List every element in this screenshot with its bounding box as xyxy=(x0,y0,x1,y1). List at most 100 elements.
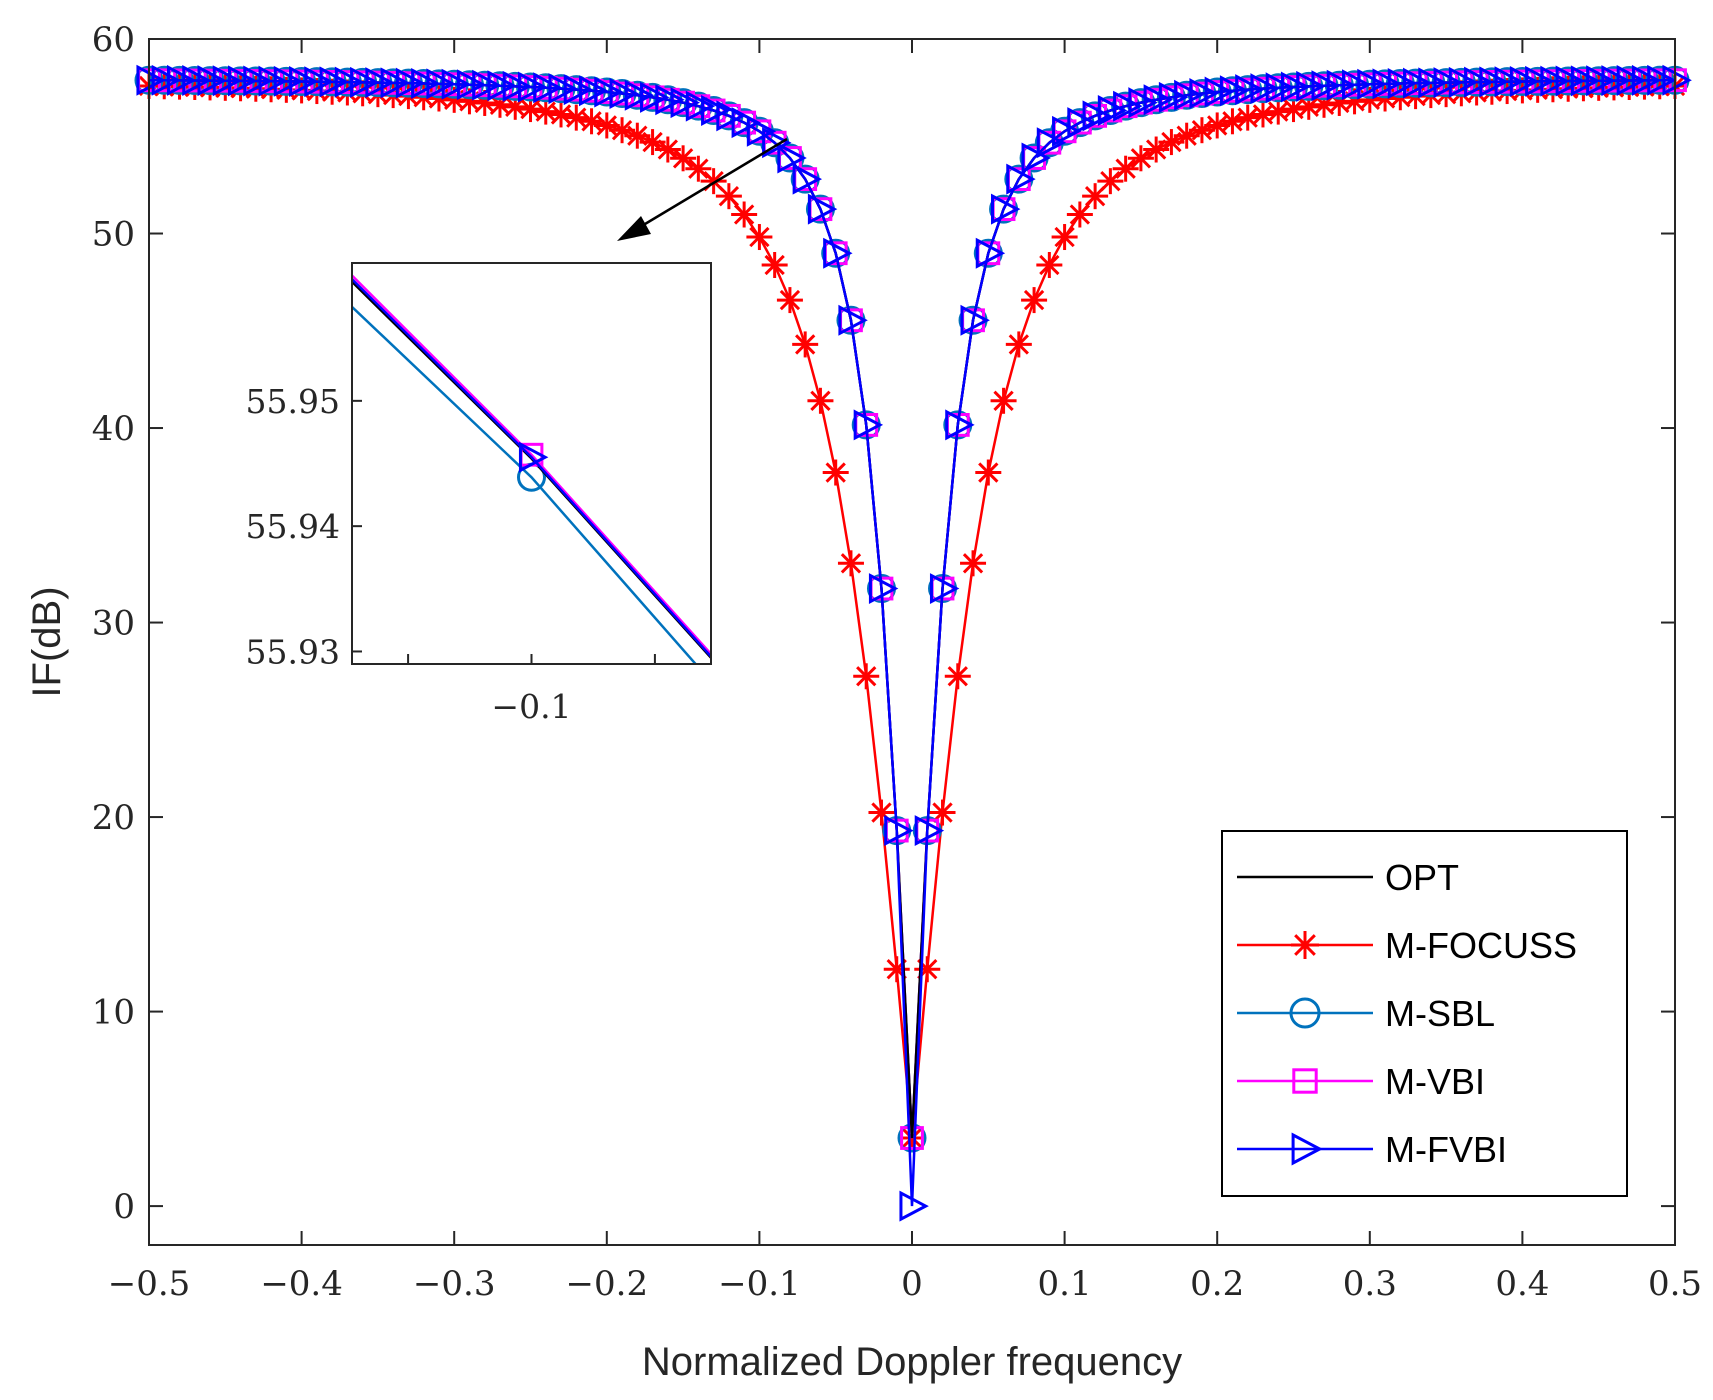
legend-marker xyxy=(1292,1068,1318,1094)
data-point xyxy=(990,387,1017,414)
data-point xyxy=(1112,155,1139,182)
data-point xyxy=(701,95,731,126)
data-point xyxy=(289,66,319,97)
data-point xyxy=(1051,224,1078,251)
x-tick-label: −0.1 xyxy=(718,1264,801,1304)
legend-item-m-focuss: M-FOCUSS xyxy=(1237,925,1577,966)
data-point xyxy=(1250,73,1280,105)
data-point xyxy=(197,65,227,97)
data-point xyxy=(1265,98,1292,125)
data-point xyxy=(563,74,594,106)
data-point xyxy=(1234,104,1261,131)
data-point xyxy=(884,815,914,847)
data-point xyxy=(350,66,380,98)
data-point xyxy=(1433,67,1463,99)
x-tick-label: −0.2 xyxy=(566,1264,649,1304)
x-axis-label: Normalized Doppler frequency xyxy=(642,1340,1182,1384)
inset-zoom: −0.1 55.93 55.94 55.95 xyxy=(246,262,712,726)
data-point xyxy=(380,67,411,99)
data-point xyxy=(1387,68,1418,99)
series-m-fvbi xyxy=(136,64,1692,1222)
data-point xyxy=(670,145,697,172)
data-point xyxy=(1006,163,1036,195)
data-point xyxy=(1647,64,1677,96)
data-point xyxy=(929,799,956,826)
data-point xyxy=(1418,67,1448,99)
data-point xyxy=(1586,65,1616,97)
inset-y-tick-label: 55.94 xyxy=(246,507,340,546)
data-point xyxy=(533,72,563,104)
data-point xyxy=(166,64,197,96)
x-tick-label: −0.4 xyxy=(260,1264,343,1304)
data-point xyxy=(456,69,487,101)
data-point xyxy=(441,68,472,100)
data-point xyxy=(1036,127,1067,159)
data-point xyxy=(1280,71,1311,103)
legend-items: OPT M-FOCUSS M-SBL M-VBI M-FVBI xyxy=(1237,857,1577,1170)
data-point xyxy=(1249,101,1276,128)
data-point xyxy=(1128,87,1158,119)
data-point xyxy=(929,573,960,605)
data-point xyxy=(563,104,590,131)
data-point xyxy=(1204,76,1235,108)
y-tick-label: 0 xyxy=(113,1187,135,1227)
inset-x-tick-label: −0.1 xyxy=(491,687,571,726)
data-point xyxy=(472,69,502,101)
data-point xyxy=(365,67,395,99)
data-point xyxy=(640,81,670,113)
x-tick-label: 0.1 xyxy=(1038,1264,1092,1304)
data-point xyxy=(670,87,700,119)
data-point xyxy=(1174,79,1204,111)
data-point xyxy=(136,64,166,96)
data-point xyxy=(304,66,334,98)
legend-marker xyxy=(1289,997,1321,1029)
data-point xyxy=(685,90,716,122)
data-point xyxy=(578,108,605,135)
data-point xyxy=(1067,107,1097,139)
data-point xyxy=(487,70,517,102)
data-point xyxy=(1601,65,1631,97)
data-point xyxy=(517,71,548,103)
x-tick-label: 0.4 xyxy=(1495,1264,1549,1304)
legend-label: M-FVBI xyxy=(1385,1129,1507,1170)
legend-marker xyxy=(1291,1132,1323,1166)
data-point xyxy=(1372,68,1402,100)
data-point xyxy=(1005,331,1032,358)
data-point xyxy=(1509,66,1540,97)
data-point xyxy=(1219,75,1250,107)
data-point xyxy=(1448,66,1479,98)
data-point xyxy=(273,65,304,97)
x-tick-label: −0.5 xyxy=(108,1264,191,1304)
data-point xyxy=(1021,142,1051,174)
data-point xyxy=(822,459,849,486)
y-tick-label: 30 xyxy=(92,604,135,644)
data-point xyxy=(151,64,182,96)
y-axis-label: IF(dB) xyxy=(25,586,69,697)
data-point xyxy=(777,142,807,174)
data-point xyxy=(960,304,990,336)
x-tick-label: 0.3 xyxy=(1343,1264,1397,1304)
data-point xyxy=(838,304,868,336)
data-point xyxy=(746,224,773,251)
main-series-layer xyxy=(134,64,1692,1222)
data-point xyxy=(548,101,575,128)
data-point xyxy=(1189,78,1219,110)
data-point xyxy=(1097,168,1124,195)
data-point xyxy=(578,75,609,107)
data-point xyxy=(334,66,365,98)
data-point xyxy=(426,68,456,100)
data-point xyxy=(837,550,864,577)
legend-item-opt: OPT xyxy=(1237,857,1459,898)
main-ticks-layer: −0.5 −0.4 −0.3 −0.2 −0.1 0 0.1 0.2 0.3 0.4 0.5 0 10 2… xyxy=(92,20,1702,1304)
y-tick-label: 20 xyxy=(92,798,135,838)
data-point xyxy=(624,79,655,111)
data-point xyxy=(792,331,819,358)
inset-line-m-vbi xyxy=(352,274,711,655)
data-point xyxy=(1143,84,1174,116)
data-point xyxy=(1066,201,1093,228)
data-point xyxy=(594,76,624,108)
y-tick-label: 50 xyxy=(92,215,135,255)
legend: OPT M-FOCUSS M-SBL M-VBI M-FVBI xyxy=(1221,830,1628,1197)
data-point xyxy=(1326,69,1357,101)
data-point xyxy=(853,663,880,690)
